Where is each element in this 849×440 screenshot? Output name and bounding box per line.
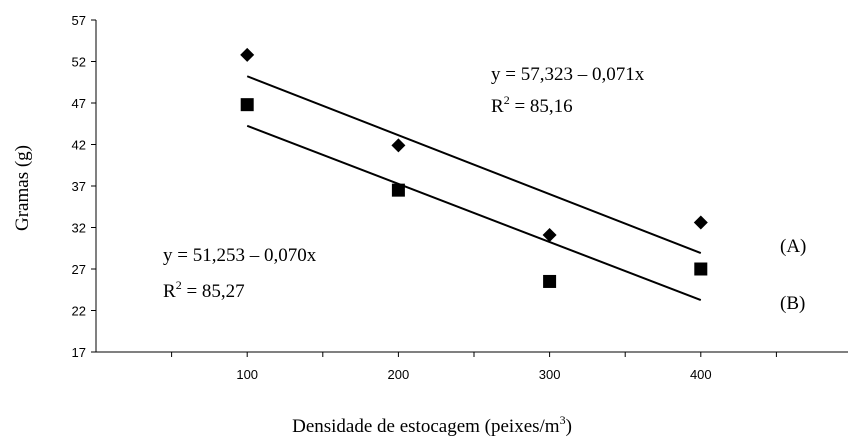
data-point-a <box>391 138 406 153</box>
data-point-b <box>391 183 405 197</box>
x-axis-label: Densidade de estocagem (peixes/m3) <box>292 413 572 437</box>
equation-b: y = 51,253 – 0,070x <box>163 245 317 266</box>
x-tick-label: 400 <box>690 367 712 382</box>
y-tick-label: 42 <box>72 138 86 153</box>
x-axis-label-end: ) <box>566 416 572 437</box>
trend-line-a <box>246 75 702 254</box>
x-tick-label: 200 <box>388 367 410 382</box>
y-tick-label: 47 <box>72 96 86 111</box>
y-tick-label: 27 <box>72 262 86 277</box>
x-tick-label: 100 <box>236 367 258 382</box>
r-squared-b-prefix: R <box>163 281 176 302</box>
y-tick-label: 17 <box>72 345 86 360</box>
y-tick-label: 57 <box>72 13 86 28</box>
r-squared-a-value: = 85,16 <box>510 96 573 117</box>
x-axis-label-main: Densidade de estocagem (peixes/m <box>292 416 560 437</box>
line-label-a: (A) <box>780 236 806 257</box>
r-squared-b: R2 = 85,27 <box>163 278 245 302</box>
y-axis-label: Gramas (g) <box>12 145 33 231</box>
r-squared-a-prefix: R <box>491 96 504 117</box>
data-point-a <box>240 47 255 62</box>
r-squared-a: R2 = 85,16 <box>491 93 573 117</box>
y-tick-label: 32 <box>72 221 86 236</box>
trend-line-b <box>246 124 702 302</box>
x-tick-label: 300 <box>539 367 561 382</box>
r-squared-a-sup: 2 <box>504 93 510 107</box>
equation-a: y = 57,323 – 0,071x <box>491 64 645 85</box>
r-squared-b-value: = 85,27 <box>182 281 245 302</box>
y-tick-label: 37 <box>72 179 86 194</box>
data-point-a <box>693 215 708 230</box>
chart-marks <box>240 47 708 302</box>
data-point-a <box>542 227 557 242</box>
y-tick-label: 22 <box>72 304 86 319</box>
line-label-b: (B) <box>780 293 805 314</box>
r-squared-b-sup: 2 <box>176 278 182 292</box>
y-tick-label: 52 <box>72 55 86 70</box>
x-axis-label-superscript: 3 <box>560 413 566 427</box>
data-point-b <box>543 274 557 288</box>
data-point-b <box>694 262 708 276</box>
data-point-b <box>240 98 254 112</box>
